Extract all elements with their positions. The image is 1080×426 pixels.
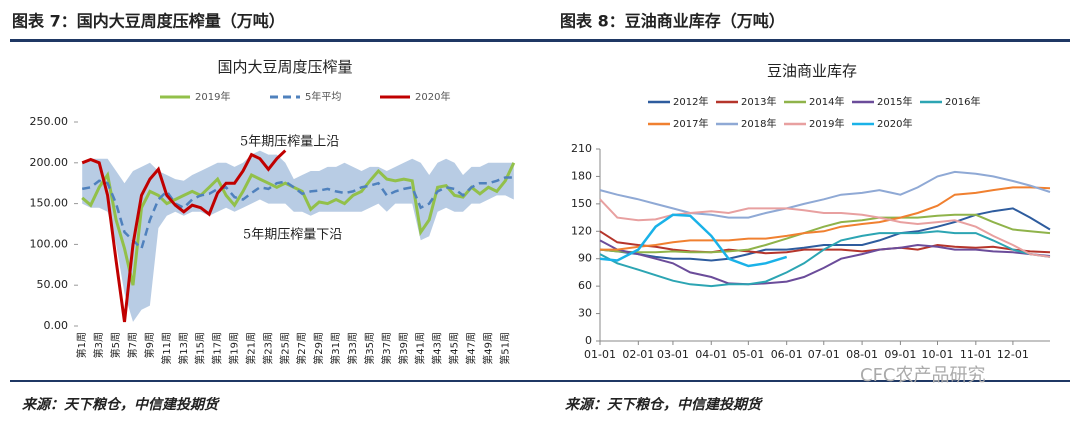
y-tick-label: 0.00: [44, 319, 69, 332]
figure-caption: 图表 7：国内大豆周度压榨量（万吨）: [12, 12, 285, 31]
x-tick-label: 10-01: [922, 348, 954, 361]
legend-label: 2018年: [741, 117, 776, 130]
x-tick-label: 第35周: [363, 332, 376, 365]
legend-label: 2014年: [809, 95, 844, 108]
watermark: CFC农产品研究: [860, 365, 986, 386]
x-tick-label: 04-01: [695, 348, 727, 361]
y-tick-label: 120: [571, 224, 592, 237]
x-tick-label: 第17周: [211, 332, 224, 365]
legend-label: 5年平均: [305, 90, 341, 103]
y-tick-label: 210: [571, 142, 592, 155]
x-tick-label: 第31周: [329, 332, 342, 365]
x-tick-label: 第27周: [295, 332, 308, 365]
series-line: [599, 213, 1051, 254]
x-tick-label: 第9周: [143, 332, 156, 358]
x-tick-label: 09-01: [884, 348, 916, 361]
x-tick-label: 第23周: [261, 332, 274, 365]
x-tick-label: 第43周: [431, 332, 444, 365]
legend-label: 2020年: [415, 90, 450, 103]
legend-label: 2012年: [673, 95, 708, 108]
x-tick-label: 第45周: [448, 332, 461, 365]
x-tick-label: 07-01: [808, 348, 840, 361]
x-tick-label: 第3周: [92, 332, 105, 358]
x-tick-label: 第41周: [414, 332, 427, 365]
series-line: [81, 162, 516, 286]
chart-title: 豆油商业库存: [767, 62, 857, 80]
legend-label: 2016年: [945, 95, 980, 108]
series-line: [599, 213, 788, 268]
y-tick-label: 60: [578, 279, 592, 292]
legend-label: 2019年: [195, 90, 230, 103]
x-tick-label: 第29周: [312, 332, 325, 365]
legend-label: 2019年: [809, 117, 844, 130]
x-tick-label: 11-01: [960, 348, 992, 361]
series-line: [600, 186, 1051, 251]
rule: [10, 39, 1070, 42]
series-line: [599, 239, 1051, 286]
source: 来源：天下粮仓，中信建投期货: [565, 396, 763, 413]
x-tick-label: 第47周: [464, 332, 477, 365]
annotation: 5年期压榨量上沿: [240, 134, 339, 150]
series-line: [81, 149, 287, 323]
x-tick-label: 第25周: [278, 332, 291, 365]
legend-label: 2015年: [877, 95, 912, 108]
y-tick-label: 250.00: [30, 115, 69, 128]
series-line: [599, 170, 1051, 219]
chart-title: 国内大豆周度压榨量: [217, 58, 352, 76]
y-tick-label: 90: [578, 252, 592, 265]
x-tick-label: 第5周: [109, 332, 122, 358]
series-line: [599, 230, 1051, 288]
x-tick-label: 05-01: [732, 348, 764, 361]
y-tick-label: 180: [571, 169, 592, 182]
x-tick-label: 01-01: [584, 348, 616, 361]
x-tick-label: 第19周: [228, 332, 241, 365]
x-tick-label: 第11周: [160, 332, 173, 365]
y-tick-label: 200.00: [30, 156, 69, 169]
x-tick-label: 第37周: [380, 332, 393, 365]
y-tick-label: 100.00: [30, 237, 69, 250]
x-tick-label: 08-01: [846, 348, 878, 361]
x-tick-label: 第1周: [75, 332, 88, 358]
x-tick-label: 第13周: [177, 332, 190, 365]
x-tick-label: 第15周: [194, 332, 207, 365]
y-tick-label: 0: [585, 334, 592, 347]
x-tick-label: 第39周: [397, 332, 410, 365]
x-tick-label: 第33周: [346, 332, 359, 365]
series-line: [81, 176, 514, 251]
y-tick-label: 150: [571, 197, 592, 210]
x-tick-label: 02-01: [622, 348, 654, 361]
source: 来源：天下粮仓，中信建投期货: [22, 396, 220, 413]
x-tick-label: 12-01: [997, 348, 1029, 361]
x-tick-label: 第49周: [481, 332, 494, 365]
legend-label: 2013年: [741, 95, 776, 108]
legend-label: 2020年: [877, 117, 912, 130]
x-tick-label: 03-01: [657, 348, 689, 361]
y-tick-label: 30: [578, 307, 592, 320]
figure-caption: 图表 8：豆油商业库存（万吨）: [560, 12, 785, 31]
x-tick-label: 06-01: [771, 348, 803, 361]
y-tick-label: 50.00: [37, 278, 69, 291]
x-tick-label: 第7周: [126, 332, 139, 358]
rule: [10, 380, 1070, 382]
x-tick-label: 第21周: [244, 332, 257, 365]
legend-label: 2017年: [673, 117, 708, 130]
x-tick-label: 第51周: [498, 332, 511, 365]
annotation: 5年期压榨量下沿: [243, 227, 342, 243]
y-tick-label: 150.00: [30, 197, 69, 210]
